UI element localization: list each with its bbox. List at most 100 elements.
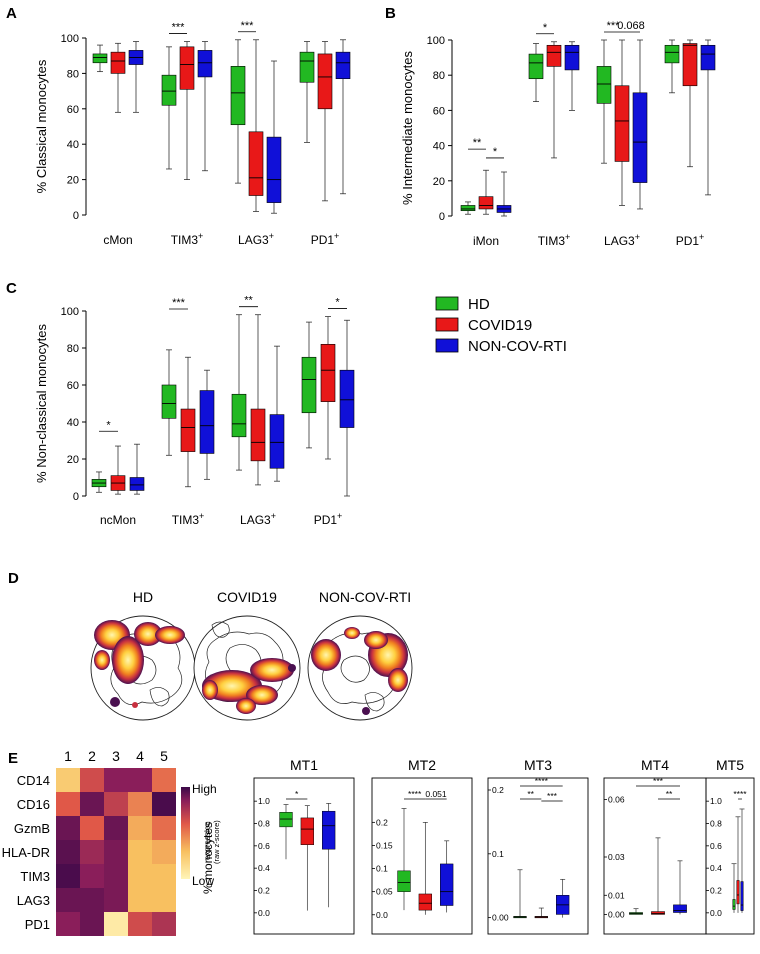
category-label-sup: +	[269, 231, 274, 241]
heatmap-cell	[152, 912, 176, 936]
significance-label: *	[493, 146, 498, 158]
box-noncov	[339, 369, 355, 428]
y-axis-label: % Non-classical monocytes	[34, 324, 49, 483]
mt-box-hd	[279, 812, 293, 828]
y-tick-label: 100	[427, 35, 445, 47]
mt-y-tick-label: 0.6	[258, 841, 270, 851]
mt-y-tick-label: 0.8	[710, 819, 722, 829]
category-label: TIM3+	[172, 511, 205, 527]
mt-box-hd	[732, 899, 736, 910]
legend-swatch-covid19	[435, 317, 459, 332]
heatmap-column-label: 2	[88, 748, 96, 764]
category-label-sup: +	[337, 511, 342, 521]
category-label-sup: +	[334, 231, 339, 241]
panel-e-mt-boxplots: % monocytesMT10.00.20.40.60.81.0*MT20.00…	[201, 757, 755, 935]
y-tick-label: 80	[67, 343, 79, 355]
box-noncov	[199, 390, 215, 454]
heatmap-column-label: 4	[136, 748, 144, 764]
colorbar-title: expression	[203, 821, 212, 860]
mt-y-axis-label: % monocytes	[201, 822, 215, 894]
heatmap-cell	[152, 864, 176, 888]
panel-letter-a: A	[6, 5, 17, 22]
panel-letter-b: B	[385, 5, 396, 22]
y-axis-label: % Classical monocytes	[34, 59, 49, 193]
box-hd	[596, 66, 612, 104]
mt-sig-label: ***	[653, 776, 664, 786]
box-covid19	[250, 408, 266, 462]
heatmap-cell	[104, 816, 128, 840]
mt-y-tick-label: 0.6	[710, 841, 722, 851]
heatmap-cell	[80, 840, 104, 864]
heatmap-cell	[80, 768, 104, 792]
significance-label: ***	[607, 20, 621, 32]
category-label-sup: +	[199, 511, 204, 521]
y-tick-label: 0	[73, 491, 79, 503]
heatmap-cell	[56, 888, 80, 912]
box-covid19	[317, 53, 333, 110]
umap-title-noncov: NON-COV-RTI	[319, 589, 411, 605]
significance-label: ***	[172, 297, 186, 309]
heatmap-cell	[152, 816, 176, 840]
heatmap-row-label: HLA-DR	[2, 845, 50, 860]
y-tick-label: 40	[433, 141, 445, 153]
heatmap-cell	[104, 888, 128, 912]
mt-box-noncov	[740, 881, 744, 911]
category-label: LAG3+	[238, 231, 274, 247]
heatmap-cell	[80, 912, 104, 936]
significance-label: **	[244, 295, 253, 307]
category-label-sup: +	[635, 232, 640, 242]
heatmap-column-label: 5	[160, 748, 168, 764]
category-label: TIM3+	[171, 231, 204, 247]
box-hd	[231, 393, 247, 438]
mt-sig-label: ****	[408, 789, 422, 799]
box-covid19	[478, 196, 494, 210]
mt-y-tick-label: 0.0	[258, 908, 270, 918]
mt-y-tick-label: 0.06	[608, 795, 625, 805]
box-noncov	[564, 44, 580, 71]
mt-title: MT5	[716, 757, 744, 773]
box-noncov	[632, 92, 648, 183]
legend: HD COVID19 NON-COV-RTI	[435, 296, 567, 355]
mt-y-tick-label: 0.01	[608, 890, 625, 900]
y-tick-label: 60	[67, 380, 79, 392]
heatmap-cell	[56, 768, 80, 792]
colorbar-high-label: High	[192, 782, 217, 796]
mt-sig-label: **	[527, 789, 534, 799]
category-label: ncMon	[100, 513, 136, 527]
mt-y-tick-label: 0.1	[376, 864, 388, 874]
umap-title-hd: HD	[133, 589, 153, 605]
y-tick-label: 40	[67, 139, 79, 151]
heatmap-row-label: TIM3	[20, 869, 50, 884]
mt-sig-label: ****	[733, 789, 747, 799]
box-hd	[161, 74, 177, 106]
heatmap-cell	[80, 888, 104, 912]
panel-a-classical-monocytes: 0 20 40 60 80 100 % Classical monocytes cMon TIM…	[34, 20, 351, 247]
mt-frame	[487, 777, 589, 935]
category-label: TIM3+	[538, 232, 571, 248]
panel-letter-e: E	[8, 750, 18, 767]
box-covid19	[682, 43, 698, 87]
mt-title: MT2	[408, 757, 436, 773]
box-hd	[92, 53, 108, 64]
box-covid19	[546, 44, 562, 67]
box-noncov	[197, 50, 213, 78]
significance-label: *	[335, 297, 340, 309]
y-tick-label: 20	[67, 454, 79, 466]
heatmap-cell	[80, 864, 104, 888]
umap-hd	[90, 615, 196, 721]
significance-label: 0.068	[617, 20, 645, 32]
box-noncov	[335, 51, 351, 80]
mt-frame	[705, 777, 755, 935]
significance-label: *	[543, 22, 548, 34]
mt-box-noncov	[322, 810, 336, 850]
mt-y-tick-label: 0.03	[608, 852, 625, 862]
heatmap-cell	[104, 864, 128, 888]
heatmap-colorbar: High Low expression (raw z-score)	[181, 782, 221, 888]
mt-y-tick-label: 0.05	[376, 887, 393, 897]
mt-sig-label: ***	[547, 791, 558, 801]
y-tick-label: 100	[61, 33, 79, 45]
category-label-sup: +	[699, 232, 704, 242]
mt-y-tick-label: 0.2	[376, 817, 388, 827]
heatmap-cell	[56, 792, 80, 816]
mt-box-covid19	[300, 817, 314, 845]
